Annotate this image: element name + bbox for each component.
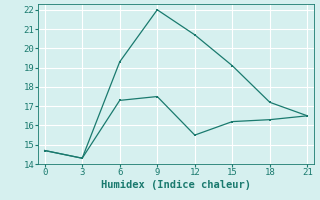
X-axis label: Humidex (Indice chaleur): Humidex (Indice chaleur) [101,180,251,190]
